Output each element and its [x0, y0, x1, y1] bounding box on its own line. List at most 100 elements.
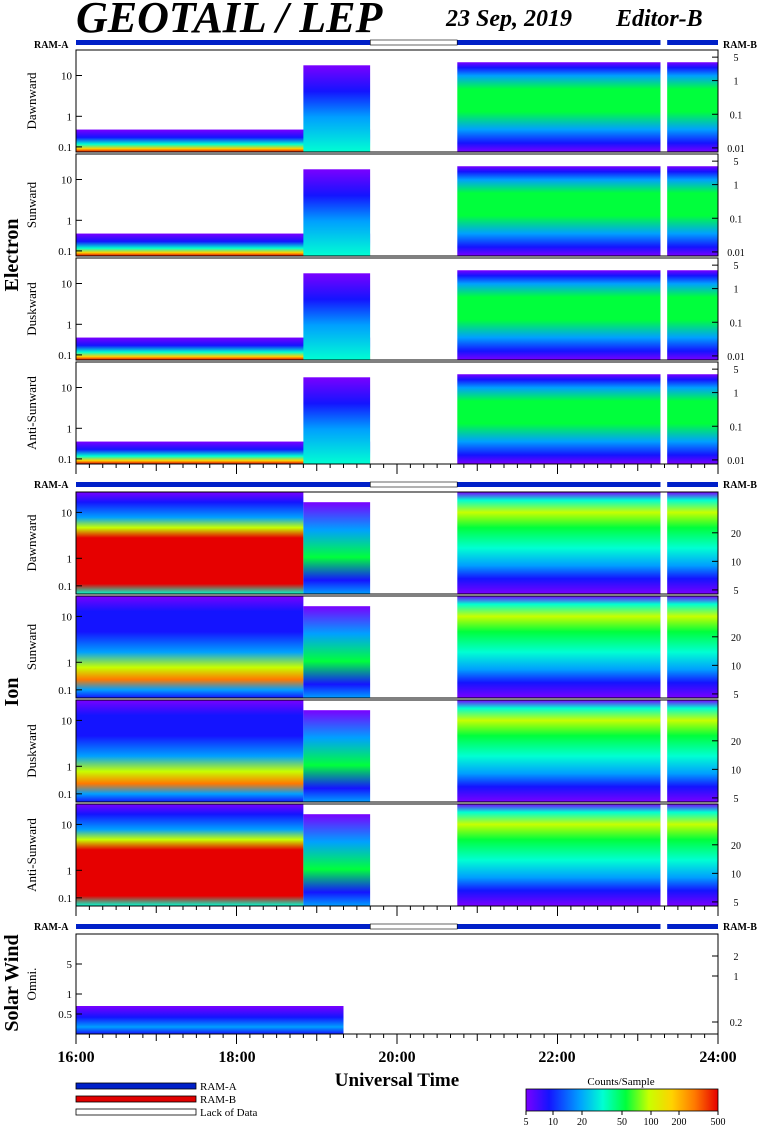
- left-tick-label: 1: [67, 989, 73, 1001]
- data-gap: [660, 258, 668, 360]
- left-tick-label: 0.1: [58, 142, 72, 154]
- left-tick-label: 0.1: [58, 454, 72, 466]
- left-tick-label: 1: [67, 111, 73, 123]
- legend-label-ram-b: RAM-B: [200, 1094, 236, 1106]
- right-tick-label: 0.1: [730, 422, 743, 433]
- data-gap: [660, 596, 668, 698]
- electron-burst: [303, 65, 371, 152]
- right-tick-label: 0.1: [730, 318, 743, 329]
- electron-burst: [303, 273, 371, 360]
- right-tick-label: 0.01: [727, 352, 745, 363]
- data-gap: [343, 934, 718, 1034]
- electron-pregap-spectrum: [76, 129, 371, 152]
- left-tick-label: 0.1: [58, 893, 72, 905]
- x-tick-label: 16:00: [57, 1049, 94, 1066]
- ion-postgap-spectrum: [457, 804, 718, 906]
- right-tick-label: 20: [731, 737, 741, 748]
- ram-status-gap: [660, 924, 668, 929]
- left-tick-label: 10: [61, 507, 73, 519]
- ram-b-label: RAM-B: [723, 480, 757, 491]
- right-tick-label: 20: [731, 633, 741, 644]
- ram-b-label: RAM-B: [723, 40, 757, 51]
- left-tick-label: 1: [67, 423, 73, 435]
- panel-name: Dawnward: [24, 514, 39, 572]
- colorbar-tick-label: 5: [524, 1117, 529, 1128]
- right-tick-label: 10: [731, 661, 741, 672]
- group-label-solar-wind: Solar Wind: [1, 934, 23, 1031]
- electron-pregap-spectrum: [76, 233, 371, 256]
- right-tick-label: 0.01: [727, 144, 745, 155]
- ion-pregap-mixed: [303, 502, 371, 594]
- ram-status-gap: [660, 40, 668, 45]
- left-tick-label: 1: [67, 657, 73, 669]
- x-tick-label: 18:00: [218, 1049, 255, 1066]
- electron-postgap-spectrum: [457, 270, 718, 360]
- ram-status-gap: [369, 481, 458, 488]
- left-tick-label: 10: [61, 279, 73, 291]
- editor-label: Editor-B: [615, 6, 703, 32]
- x-tick-label: 24:00: [699, 1049, 736, 1066]
- left-tick-label: 1: [67, 215, 73, 227]
- electron-burst: [303, 169, 371, 256]
- data-gap: [370, 596, 458, 698]
- ion-postgap-spectrum: [457, 700, 718, 802]
- right-tick-label: 20: [731, 529, 741, 540]
- electron-postgap-spectrum: [457, 374, 718, 464]
- x-tick-label: 20:00: [378, 1049, 415, 1066]
- data-gap: [660, 362, 668, 464]
- panel-frame: [75, 595, 719, 699]
- right-tick-label: 1: [734, 77, 739, 88]
- right-tick-label: 5: [734, 586, 739, 597]
- left-tick-label: 10: [61, 819, 73, 831]
- ram-a-label: RAM-A: [34, 922, 69, 933]
- colorbar-ticks: [525, 1111, 719, 1115]
- colorbar-tick-label: 50: [617, 1117, 627, 1128]
- instrument-title: GEOTAIL / LEP: [76, 0, 384, 42]
- left-tick-label: 10: [61, 611, 73, 623]
- panel-name: Anti-Sunward: [24, 818, 39, 892]
- data-gap: [370, 154, 458, 256]
- legend-label-ram-a: RAM-A: [200, 1081, 237, 1093]
- ram-status-gap: [660, 482, 668, 487]
- legend-label-lack-of-data: Lack of Data: [200, 1107, 258, 1119]
- panel-name: Anti-Sunward: [24, 376, 39, 450]
- panel-frame: [75, 491, 719, 595]
- right-tick-label: 1: [734, 389, 739, 400]
- left-tick-label: 1: [67, 865, 73, 877]
- right-tick-label: 1: [734, 972, 739, 983]
- right-tick-label: 0.1: [730, 110, 743, 121]
- panel-name: Sunward: [24, 623, 39, 670]
- right-tick-label: 5: [734, 157, 739, 168]
- data-gap: [370, 362, 458, 464]
- data-gap: [660, 154, 668, 256]
- data-gap: [370, 258, 458, 360]
- panel-name: Omni.: [24, 968, 39, 1001]
- electron-postgap-spectrum: [457, 166, 718, 256]
- group-label-electron: Electron: [1, 219, 23, 292]
- panel-name: Dawnward: [24, 72, 39, 130]
- left-tick-label: 0.1: [58, 350, 72, 362]
- panel-frame: [75, 49, 719, 153]
- colorbar-tick-label: 200: [672, 1117, 687, 1128]
- right-tick-label: 0.01: [727, 248, 745, 259]
- right-tick-label: 1: [734, 285, 739, 296]
- left-tick-label: 5: [67, 959, 73, 971]
- left-tick-label: 10: [61, 383, 73, 395]
- right-tick-label: 5: [734, 261, 739, 272]
- right-tick-label: 1: [734, 181, 739, 192]
- left-tick-label: 0.1: [58, 789, 72, 801]
- panel-frame: [75, 699, 719, 803]
- data-gap: [660, 492, 668, 594]
- legend-swatch-lack-of-data: [75, 1108, 197, 1116]
- left-tick-label: 1: [67, 553, 73, 565]
- ram-a-label: RAM-A: [34, 480, 69, 491]
- right-tick-label: 5: [734, 794, 739, 805]
- solar-wind-spectrum: [76, 1006, 344, 1034]
- legend-swatch-ram-a: [75, 1082, 197, 1090]
- left-tick-label: 0.1: [58, 685, 72, 697]
- x-tick-label: 22:00: [538, 1049, 575, 1066]
- left-tick-label: 1: [67, 319, 73, 331]
- data-gap: [660, 50, 668, 152]
- left-tick-label: 10: [61, 715, 73, 727]
